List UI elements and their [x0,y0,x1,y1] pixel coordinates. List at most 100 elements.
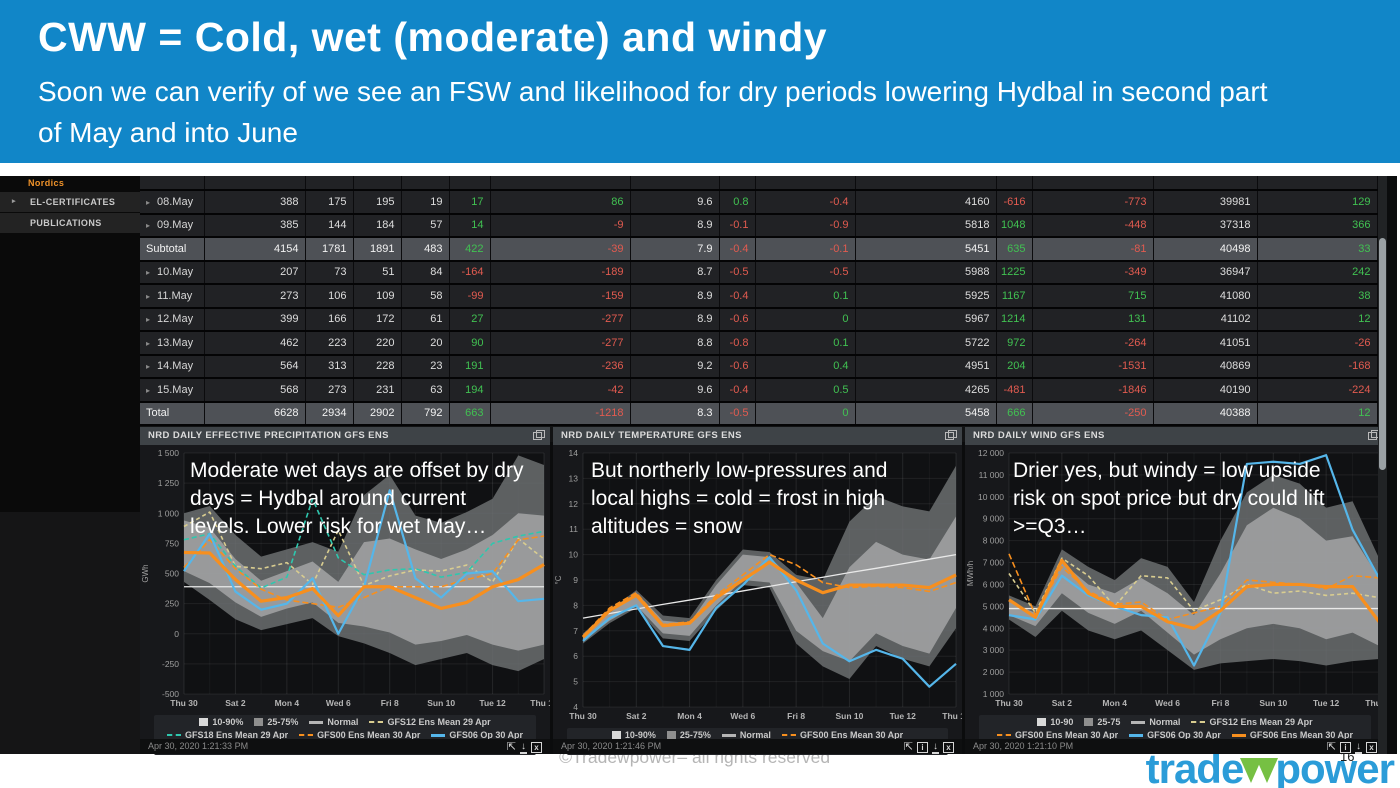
legend-swatch-icon [369,721,384,723]
expand-arrow-icon: ▸ [12,198,16,205]
sidebar-item-nordics[interactable]: Nordics [0,176,140,191]
table-row-clipped [140,176,1378,191]
legend-item[interactable]: 25-75% [666,729,711,741]
open-external-icon[interactable]: ⇱ [1326,741,1336,754]
scrollbar-thumb[interactable] [1379,238,1386,470]
cell: -0.1 [755,237,856,262]
legend-item[interactable]: GFS00 Ens Mean 30 Apr [781,729,903,741]
sidebar: Nordics ▸ EL-CERTIFICATES PUBLICATIONS [0,176,140,754]
download-icon[interactable]: ↓ [520,741,527,755]
legend-item[interactable]: GFS06 Op 30 Apr [1129,729,1221,741]
svg-text:Mon 4: Mon 4 [1102,698,1127,708]
cell: 220 [353,331,402,356]
chart-plot[interactable]: 1 500 1 250 1 000 750 500 250 0 -250 -500 Thu 30 S… [140,445,558,715]
svg-text:0: 0 [174,629,179,639]
row-expander-icon[interactable]: ▸ [146,338,151,348]
cell: 0.1 [755,284,856,309]
legend-item[interactable]: GFS00 Ens Mean 30 Apr [299,729,420,741]
info-icon[interactable]: i [917,742,928,754]
vertical-scrollbar[interactable] [1378,176,1387,754]
svg-text:7 000: 7 000 [983,558,1005,568]
table-row-11-may[interactable]: ▸ 11.May 273 106 109 58 -99 -159 8.9 -0.4 0.1 5925 1… [140,284,1378,309]
table-row-15-may[interactable]: ▸ 15.May 568 273 231 63 194 -42 9.6 -0.4 0.5 4265 -4… [140,378,1378,403]
table-row-10-may[interactable]: ▸ 10.May 207 73 51 84 -164 -189 8.7 -0.5 -0.5 5988 1… [140,260,1378,285]
duplicate-panel-icon[interactable] [945,430,957,440]
row-expander-icon[interactable]: ▸ [146,268,151,278]
row-expander-icon[interactable]: ▸ [146,291,151,301]
cell: -0.5 [719,260,756,285]
row-date: ▸ 15.May [140,378,205,403]
cell: -0.6 [719,354,756,379]
legend-item[interactable]: GFS06 Ens Mean 30 Apr [1231,729,1354,741]
cell: 41051 [1153,331,1258,356]
download-icon[interactable]: ↓ [1355,741,1362,755]
table-row-total[interactable]: Total 6628 2934 2902 792 663 -1218 8.3 -0.5 0 5458… [140,401,1378,426]
sidebar-item-publications[interactable]: PUBLICATIONS [0,213,140,233]
legend-item[interactable]: GFS00 Ens Mean 30 Apr [996,729,1118,741]
legend-item[interactable]: GFS12 Ens Mean 29 Apr [369,716,491,728]
table-row-09-may[interactable]: ▸ 09.May 385 144 184 57 14 -9 8.9 -0.1 -0.9 5818 104… [140,213,1378,238]
open-external-icon[interactable]: ⇱ [903,741,913,754]
export-excel-icon[interactable]: x [531,742,542,754]
cell: 5458 [855,401,997,426]
cell: -236 [490,354,631,379]
cell: -0.8 [719,331,756,356]
cell: 41102 [1153,307,1258,332]
chart-plot[interactable]: 12 000 11 000 10 000 9 000 8 000 7 000 6 000 5 … [965,445,1393,715]
svg-text:11: 11 [569,524,578,534]
chart-legend: 10-90 25-75 Normal GFS12 Ens Mean 29 Apr GFS… [979,715,1371,742]
legend-item[interactable]: Normal [309,716,358,728]
legend-swatch-icon [996,734,1011,736]
legend-item[interactable]: 25-75 [1084,716,1120,728]
legend-label: GFS06 Ens Mean 30 Apr [1249,730,1354,740]
cell: -224 [1257,378,1378,403]
chart-panel-0: NRD DAILY EFFECTIVE PRECIPITATION GFS EN… [140,427,558,755]
cell: 37318 [1153,213,1258,238]
legend-item[interactable]: 25-75% [254,716,298,728]
chart-plot[interactable]: 14 13 12 11 10 9 8 7 6 5 4 Thu 30 Sat 2 Mon 4 Wed 6 Fri… [553,445,970,728]
export-excel-icon[interactable]: x [943,742,954,754]
legend-item[interactable]: GFS06 Op 30 Apr [431,729,523,741]
svg-text:Sat 2: Sat 2 [626,711,647,721]
table-row-subtotal[interactable]: Subtotal 4154 1781 1891 483 422 -39 7.9 -0.4 -0.1… [140,237,1378,262]
duplicate-panel-icon[interactable] [533,430,545,440]
row-expander-icon[interactable]: ▸ [146,362,151,372]
sidebar-item-el-certificates[interactable]: ▸ EL-CERTIFICATES [0,192,140,212]
legend-item[interactable]: 10-90% [611,729,656,741]
table-row-14-may[interactable]: ▸ 14.May 564 313 228 23 191 -236 9.2 -0.6 0.4 4951 2… [140,354,1378,379]
row-expander-icon[interactable]: ▸ [146,315,151,325]
cell: 564 [204,354,306,379]
download-icon[interactable]: ↓ [932,741,939,755]
panel-footer: Apr 30, 2020 1:21:33 PM ⇱ ↓ x [140,739,550,755]
legend-item[interactable]: 10-90 [1037,716,1073,728]
table-row-12-may[interactable]: ▸ 12.May 399 166 172 61 27 -277 8.9 -0.6 0 5967 1214… [140,307,1378,332]
cell: 0 [755,401,856,426]
chart-panel-2: NRD DAILY WIND GFS ENS 12 000 11 000 10 000… [965,427,1393,755]
svg-text:4: 4 [573,702,578,712]
legend-item[interactable]: GFS18 Ens Mean 29 Apr [166,729,288,741]
cell: 166 [305,307,354,332]
open-external-icon[interactable]: ⇱ [506,741,516,754]
duplicate-panel-icon[interactable] [1368,430,1380,440]
cell: 0 [755,307,856,332]
export-excel-icon[interactable]: x [1366,742,1377,754]
svg-text:8: 8 [573,600,578,610]
cell: -0.1 [719,213,756,238]
cell: 666 [996,401,1033,426]
legend-item[interactable]: Normal [1131,716,1180,728]
cell: 972 [996,331,1033,356]
row-expander-icon[interactable]: ▸ [146,385,151,395]
legend-swatch-icon [199,718,209,726]
legend-item[interactable]: 10-90% [199,716,243,728]
row-expander-icon[interactable]: ▸ [146,197,151,207]
legend-item[interactable]: GFS12 Ens Mean 29 Apr [1191,716,1313,728]
cell: 5818 [855,213,997,238]
legend-item[interactable]: Normal [721,729,771,741]
info-icon[interactable]: i [1340,742,1351,754]
svg-text:GWh: GWh [141,564,150,582]
cell: 129 [1257,190,1378,215]
legend-label: GFS12 Ens Mean 29 Apr [1209,717,1313,727]
table-row-13-may[interactable]: ▸ 13.May 462 223 220 20 90 -277 8.8 -0.8 0.1 5722 97… [140,331,1378,356]
row-expander-icon[interactable]: ▸ [146,221,151,231]
table-row-08-may[interactable]: ▸ 08.May 388 175 195 19 17 86 9.6 0.8 -0.4 4160 -616… [140,190,1378,215]
